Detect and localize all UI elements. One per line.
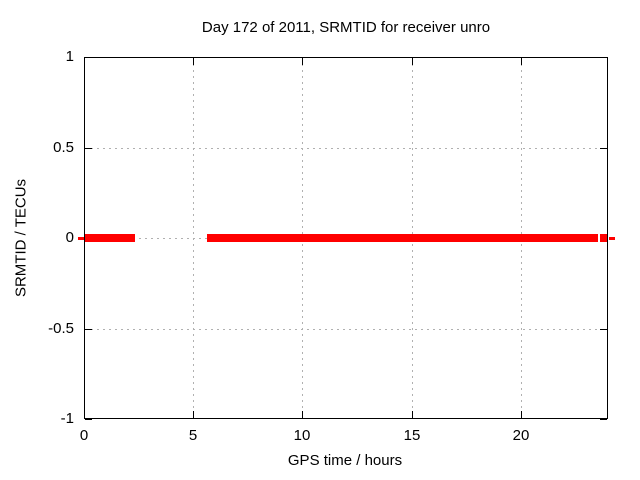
x-tick-label: 20 <box>512 427 530 444</box>
chart-title: Day 172 of 2011, SRMTID for receiver unr… <box>201 19 491 36</box>
y-tick-label: 0 <box>65 229 74 246</box>
data-segment <box>599 234 608 242</box>
x-tick-mark-top <box>521 58 522 65</box>
x-tick-mark-top <box>84 58 85 65</box>
y-tick-label: -0.5 <box>48 320 74 337</box>
y-tick-mark-right <box>600 148 607 149</box>
y-tick-mark-left <box>85 419 92 420</box>
y-gridline <box>85 329 607 330</box>
x-tick-label: 5 <box>188 427 198 444</box>
data-segment <box>84 234 136 242</box>
x-tick-label: 15 <box>403 427 421 444</box>
y-tick-mark-right <box>600 329 607 330</box>
x-tick-mark-bottom <box>412 411 413 418</box>
x-tick-label: 0 <box>79 427 89 444</box>
data-segment <box>207 234 598 242</box>
y-tick-label: -1 <box>60 410 74 427</box>
y-tick-mark-right <box>600 57 607 58</box>
y-tick-label: 0.5 <box>53 139 74 156</box>
y-gridline <box>85 148 607 149</box>
y-tick-label: 1 <box>65 48 74 65</box>
x-tick-mark-top <box>193 58 194 65</box>
edge-dash <box>77 236 84 240</box>
x-tick-mark-top <box>412 58 413 65</box>
x-tick-mark-bottom <box>302 411 303 418</box>
y-tick-mark-right <box>600 419 607 420</box>
x-tick-mark-top <box>302 58 303 65</box>
x-tick-mark-bottom <box>521 411 522 418</box>
edge-dash <box>608 236 615 240</box>
y-tick-mark-left <box>85 57 92 58</box>
x-tick-mark-bottom <box>84 411 85 418</box>
y-tick-mark-left <box>85 148 92 149</box>
x-axis-label: GPS time / hours <box>287 452 403 469</box>
x-tick-label: 10 <box>293 427 311 444</box>
y-tick-mark-left <box>85 329 92 330</box>
x-tick-mark-bottom <box>193 411 194 418</box>
